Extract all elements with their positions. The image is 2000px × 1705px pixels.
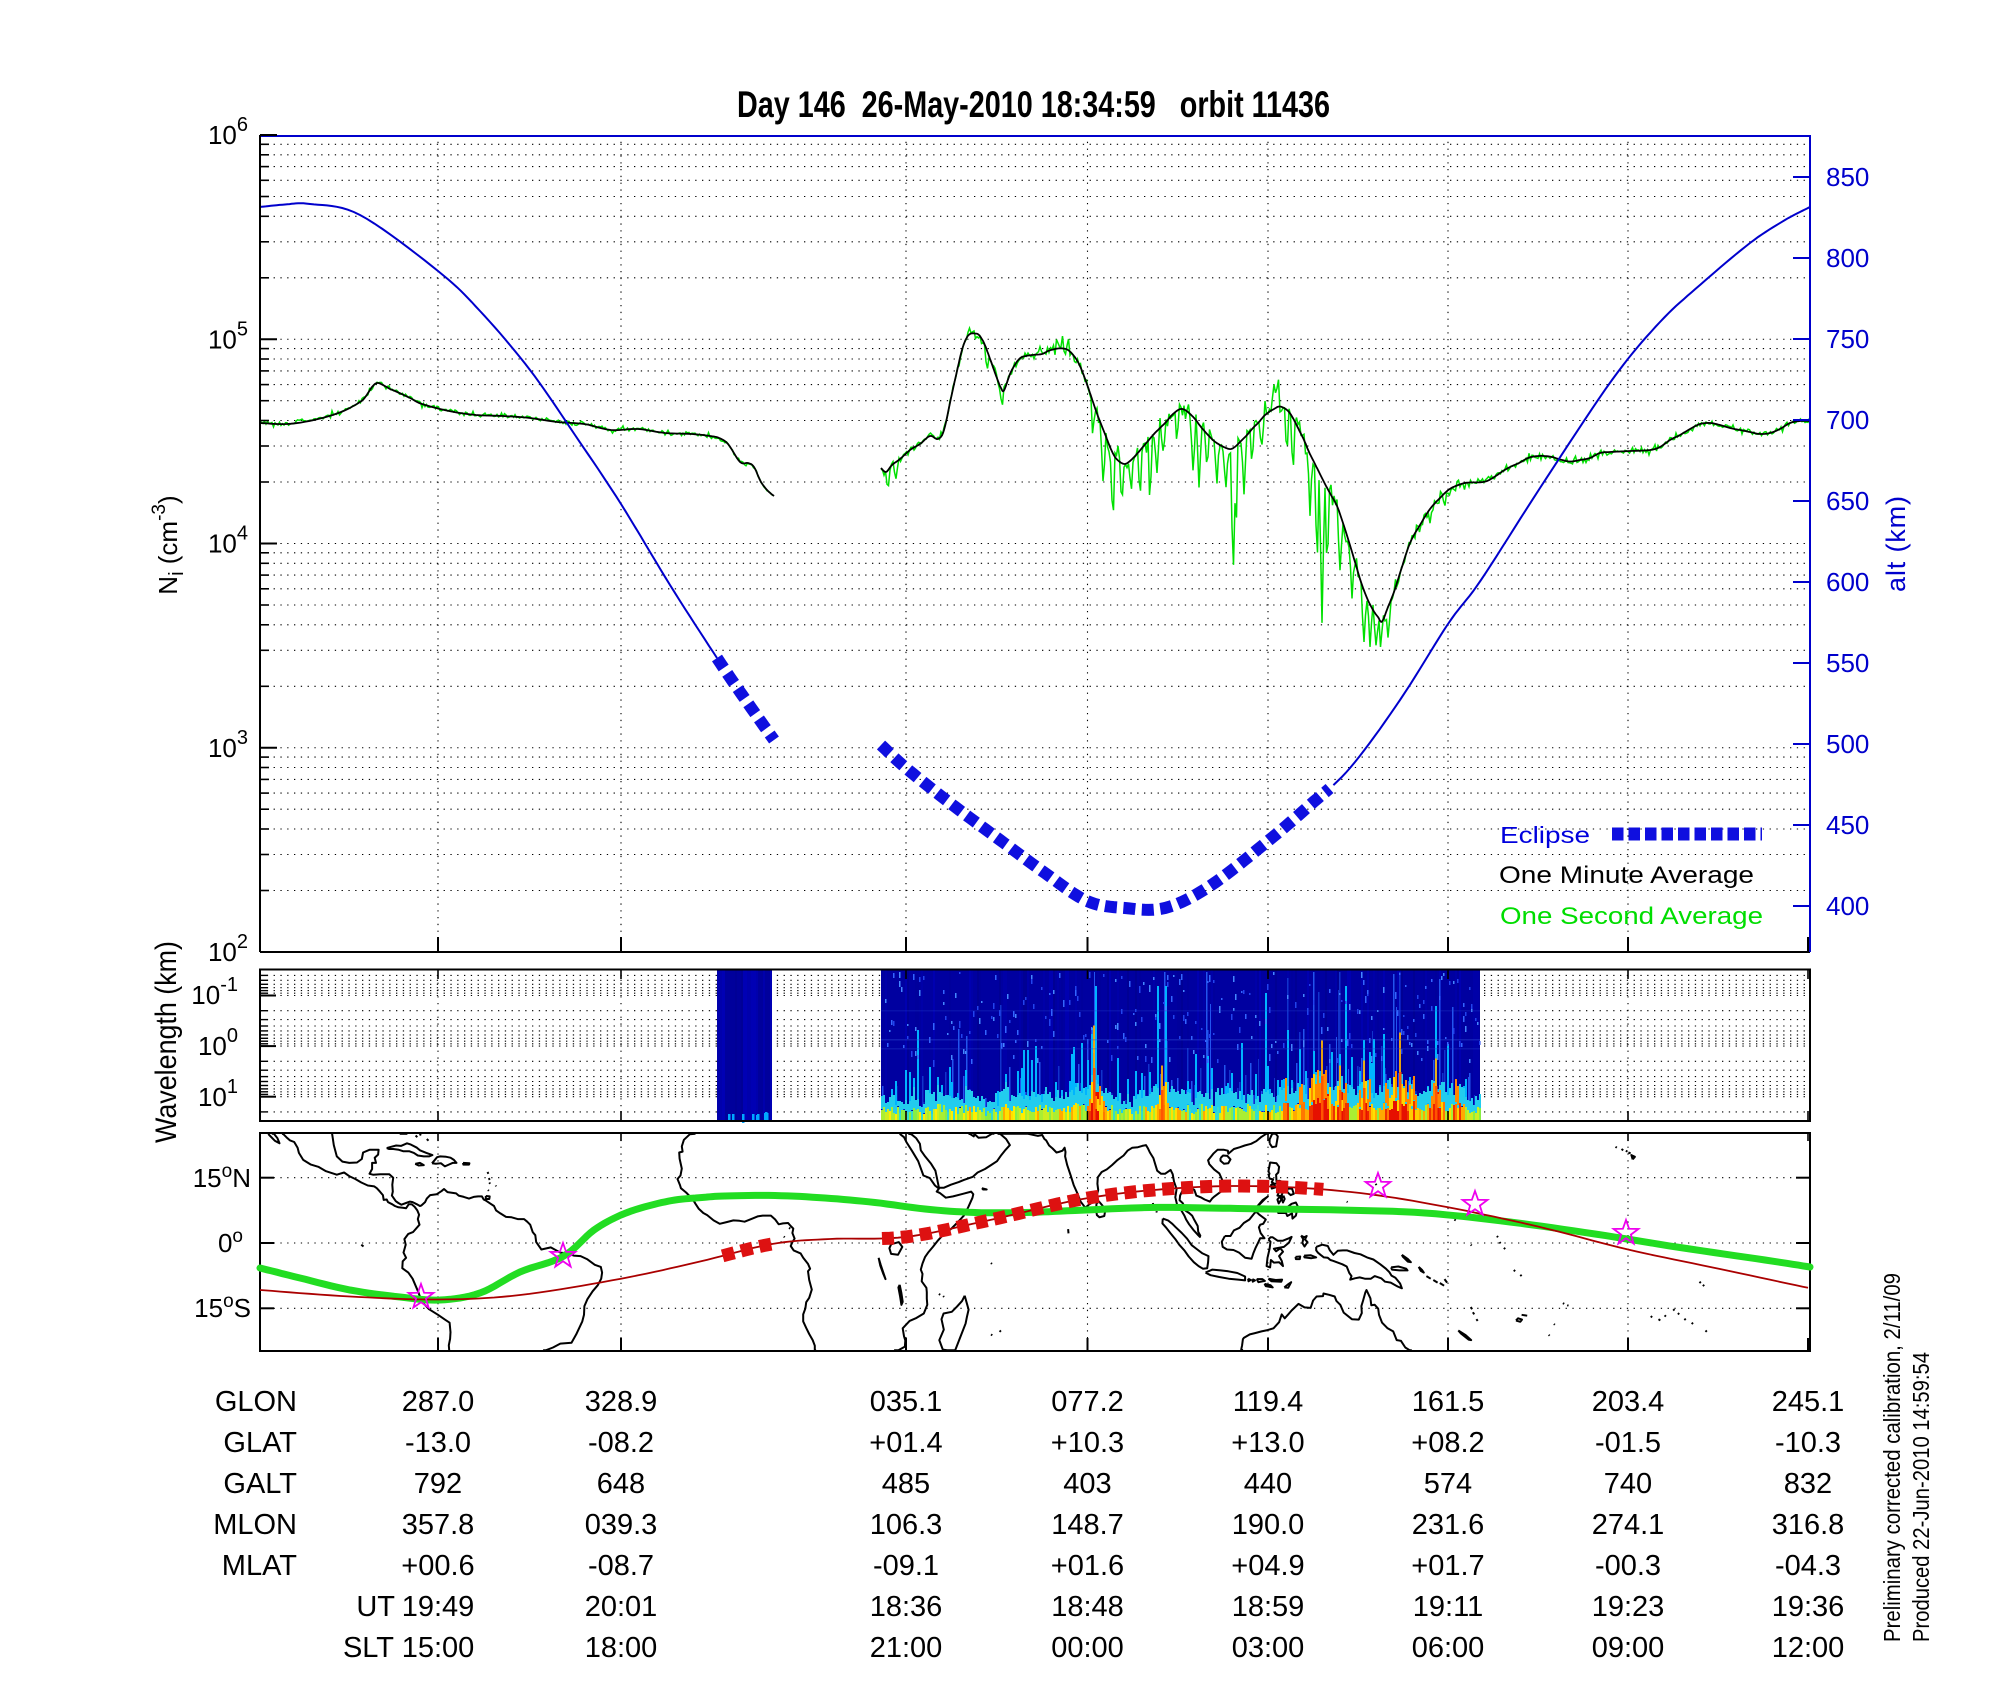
svg-text:648: 648 — [597, 1468, 645, 1500]
svg-text:485: 485 — [882, 1468, 930, 1500]
svg-text:106.3: 106.3 — [870, 1509, 943, 1541]
svg-text:00:00: 00:00 — [1051, 1632, 1124, 1664]
svg-text:+00.6: +00.6 — [401, 1550, 474, 1582]
svg-text:740: 740 — [1604, 1468, 1652, 1500]
svg-text:-13.0: -13.0 — [405, 1427, 471, 1459]
svg-text:+01.4: +01.4 — [869, 1427, 942, 1459]
svg-text:-00.3: -00.3 — [1595, 1550, 1661, 1582]
svg-text:-01.5: -01.5 — [1595, 1427, 1661, 1459]
svg-text:+01.7: +01.7 — [1411, 1550, 1484, 1582]
svg-text:15oS: 15oS — [194, 1291, 251, 1323]
svg-text:19:11: 19:11 — [1413, 1591, 1483, 1623]
svg-text:Wavelength (km): Wavelength (km) — [150, 941, 183, 1143]
svg-text:039.3: 039.3 — [585, 1509, 658, 1541]
svg-text:19:23: 19:23 — [1592, 1591, 1665, 1623]
svg-text:550: 550 — [1826, 648, 1869, 678]
svg-text:19:36: 19:36 — [1772, 1591, 1845, 1623]
svg-text:274.1: 274.1 — [1592, 1509, 1665, 1541]
svg-text:161.5: 161.5 — [1412, 1386, 1485, 1418]
svg-text:800: 800 — [1826, 243, 1869, 273]
svg-text:035.1: 035.1 — [870, 1386, 943, 1418]
svg-text:SLT: SLT — [343, 1632, 394, 1664]
svg-text:574: 574 — [1424, 1468, 1472, 1500]
svg-text:203.4: 203.4 — [1592, 1386, 1665, 1418]
svg-text:-04.3: -04.3 — [1775, 1550, 1841, 1582]
svg-text:190.0: 190.0 — [1232, 1509, 1305, 1541]
svg-text:148.7: 148.7 — [1051, 1509, 1124, 1541]
svg-text:245.1: 245.1 — [1772, 1386, 1845, 1418]
svg-text:650: 650 — [1826, 486, 1869, 516]
svg-text:Preliminary corrected calibrat: Preliminary corrected calibration, 2/11/… — [1879, 1273, 1905, 1642]
svg-text:105: 105 — [208, 318, 248, 354]
svg-text:-08.2: -08.2 — [588, 1427, 654, 1459]
svg-text:316.8: 316.8 — [1772, 1509, 1845, 1541]
svg-text:450: 450 — [1826, 810, 1869, 840]
svg-text:20:01: 20:01 — [585, 1591, 658, 1623]
svg-text:GLON: GLON — [215, 1386, 297, 1418]
svg-text:287.0: 287.0 — [402, 1386, 475, 1418]
svg-text:-08.7: -08.7 — [588, 1550, 654, 1582]
svg-text:alt (km): alt (km) — [1881, 496, 1911, 592]
svg-text:18:59: 18:59 — [1232, 1591, 1305, 1623]
svg-text:700: 700 — [1826, 405, 1869, 435]
svg-text:One Minute Average: One Minute Average — [1499, 862, 1754, 889]
svg-text:231.6: 231.6 — [1412, 1509, 1485, 1541]
svg-text:15:00: 15:00 — [402, 1632, 475, 1664]
svg-text:19:49: 19:49 — [402, 1591, 475, 1623]
svg-text:10-1: 10-1 — [191, 974, 238, 1010]
svg-text:400: 400 — [1826, 891, 1869, 921]
svg-text:750: 750 — [1826, 324, 1869, 354]
svg-text:21:00: 21:00 — [870, 1632, 943, 1664]
svg-text:440: 440 — [1244, 1468, 1292, 1500]
svg-text:GALT: GALT — [223, 1468, 297, 1500]
svg-text:+08.2: +08.2 — [1411, 1427, 1484, 1459]
svg-text:+13.0: +13.0 — [1231, 1427, 1304, 1459]
svg-text:328.9: 328.9 — [585, 1386, 658, 1418]
svg-text:+04.9: +04.9 — [1231, 1550, 1304, 1582]
svg-text:357.8: 357.8 — [402, 1509, 475, 1541]
svg-text:-10.3: -10.3 — [1775, 1427, 1841, 1459]
svg-text:GLAT: GLAT — [223, 1427, 297, 1459]
svg-text:Eclipse: Eclipse — [1500, 822, 1590, 848]
svg-text:18:36: 18:36 — [870, 1591, 943, 1623]
svg-text:119.4: 119.4 — [1233, 1386, 1303, 1418]
svg-text:12:00: 12:00 — [1772, 1632, 1845, 1664]
svg-text:Produced 22-Jun-2010 14:59:54: Produced 22-Jun-2010 14:59:54 — [1908, 1352, 1934, 1642]
svg-text:09:00: 09:00 — [1592, 1632, 1665, 1664]
svg-text:MLAT: MLAT — [222, 1550, 297, 1582]
svg-text:403: 403 — [1063, 1468, 1111, 1500]
svg-text:MLON: MLON — [213, 1509, 297, 1541]
svg-text:+01.6: +01.6 — [1051, 1550, 1124, 1582]
svg-text:One Second Average: One Second Average — [1500, 903, 1763, 930]
svg-text:Day 146 26-May-2010 18:34:59: Day 146 26-May-2010 18:34:59 orbit 11436 — [737, 84, 1330, 125]
svg-text:03:00: 03:00 — [1232, 1632, 1305, 1664]
svg-text:600: 600 — [1826, 567, 1869, 597]
svg-text:18:48: 18:48 — [1051, 1591, 1124, 1623]
svg-text:850: 850 — [1826, 162, 1869, 192]
svg-text:-09.1: -09.1 — [873, 1550, 939, 1582]
svg-text:06:00: 06:00 — [1412, 1632, 1485, 1664]
svg-text:UT: UT — [356, 1591, 395, 1623]
svg-text:077.2: 077.2 — [1051, 1386, 1124, 1418]
svg-text:500: 500 — [1826, 729, 1869, 759]
svg-text:+10.3: +10.3 — [1051, 1427, 1124, 1459]
svg-text:792: 792 — [414, 1468, 462, 1500]
svg-text:18:00: 18:00 — [585, 1632, 658, 1664]
svg-text:832: 832 — [1784, 1468, 1832, 1500]
